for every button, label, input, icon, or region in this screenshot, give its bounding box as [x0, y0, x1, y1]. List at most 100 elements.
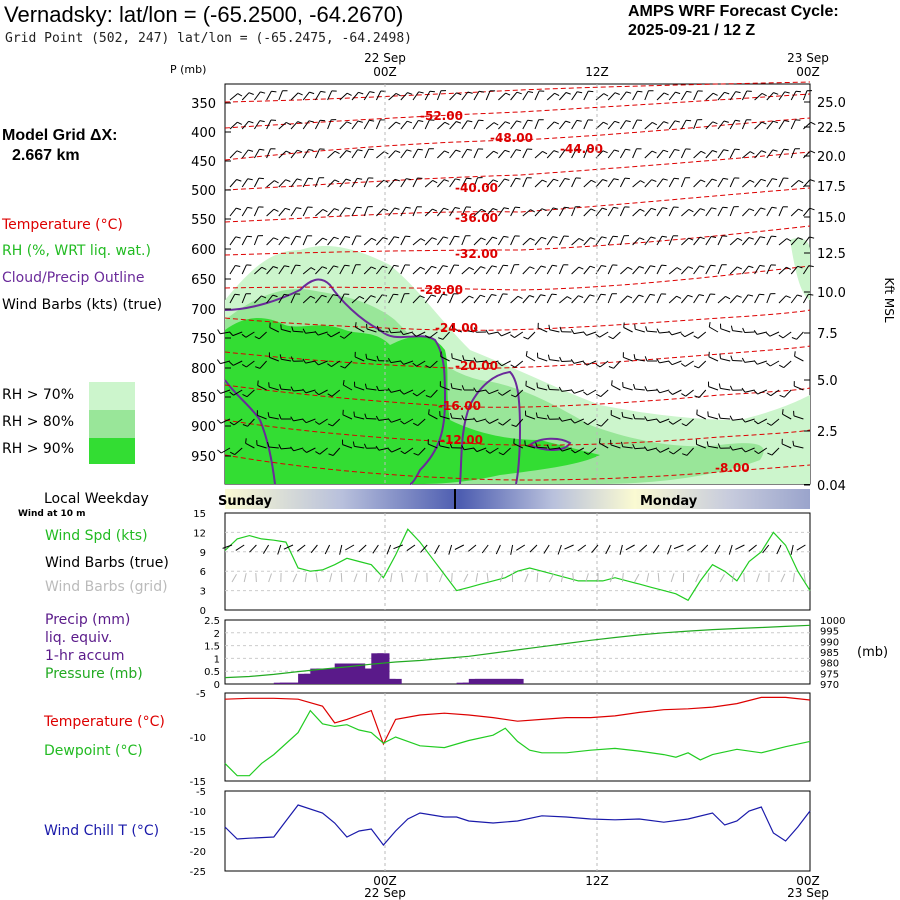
wind-barb-flag	[650, 265, 656, 268]
grid-wind-barb	[401, 573, 404, 583]
wind-barb-flag	[497, 392, 503, 396]
wind-barb-flag	[724, 91, 730, 95]
wind-barb-shaft	[473, 294, 481, 304]
wind-barb-shaft	[686, 447, 694, 456]
wind-barb-flag	[364, 383, 367, 389]
grid-wind-barb	[292, 573, 298, 583]
grid-wind-barb	[536, 572, 539, 583]
wind-barb-flag	[772, 178, 778, 181]
grid-wind-barb	[486, 573, 489, 583]
wind-barb-shaft	[314, 148, 321, 159]
wind-barb-shaft	[290, 178, 298, 188]
wind-barb-shaft	[696, 443, 706, 449]
wind-barb-shaft	[619, 235, 625, 246]
wind-barb-flag	[455, 178, 461, 181]
wind-barb-shaft	[583, 294, 591, 304]
surface-wind-barb	[748, 544, 757, 552]
wind-barb-flag	[387, 357, 392, 363]
wind-barb-shaft	[314, 119, 321, 130]
wind-barb-flag	[473, 357, 477, 363]
wind-barb-flag	[454, 207, 460, 209]
wind-barb-shaft	[331, 389, 341, 397]
wind-barb-shaft	[766, 92, 774, 101]
wind-barb-flag	[589, 265, 596, 269]
wind-barb-shaft	[266, 119, 272, 130]
wind-barb-flag	[412, 392, 418, 397]
wind-barb-flag	[399, 360, 404, 365]
wind-barb-flag	[322, 208, 328, 213]
surface-wind-barb	[372, 544, 379, 554]
wind-barb-flag	[693, 335, 699, 339]
wind-barb-shaft	[233, 418, 243, 426]
wind-barb-shaft	[412, 238, 422, 246]
wind-barb-flag	[558, 416, 563, 422]
wind-barb-flag	[674, 149, 680, 151]
wind-barb-shaft	[770, 418, 780, 426]
wind-barb-shaft	[400, 92, 408, 101]
wind-barb-flag	[370, 295, 376, 298]
wind-barb-flag	[729, 415, 733, 421]
wind-barb-shaft	[229, 265, 236, 275]
surface-wind-barb	[714, 544, 721, 554]
wind-barb-flag	[649, 293, 655, 296]
wind-barb-flag	[259, 120, 265, 123]
wind-barb-shaft	[558, 264, 564, 275]
grid-wind-barb	[803, 573, 806, 583]
wind-barb-flag	[707, 411, 709, 417]
wind-barb-flag	[737, 266, 743, 270]
surface-wind-barb	[516, 544, 526, 551]
wind-barb-shaft	[449, 236, 455, 246]
wind-barb-shaft	[257, 414, 267, 420]
wind-barb-shaft	[510, 149, 517, 159]
wind-barb-shaft	[559, 92, 567, 101]
wind-barb-flag	[492, 208, 498, 211]
wind-barb-flag	[529, 266, 535, 270]
wind-barb-flag	[473, 387, 477, 393]
wind-barb-flag	[314, 391, 320, 396]
wind-barb-flag	[248, 149, 254, 152]
wind-barb-shaft	[351, 149, 359, 159]
wind-barb-flag	[530, 209, 536, 213]
wind-barb-flag	[700, 179, 706, 183]
grid-wind-barb	[572, 572, 575, 583]
wind-barb-flag	[529, 237, 535, 241]
pressure-tick-label: 995	[820, 627, 839, 638]
wind-barb-shaft	[583, 119, 589, 130]
wind-barb-flag	[546, 444, 550, 450]
wind-barb-flag	[290, 356, 294, 362]
label-wind-barbs-true: Wind Barbs (true)	[45, 555, 169, 571]
wind-barb-flag	[644, 386, 648, 392]
wind-barb-shaft	[634, 388, 645, 391]
wind-barb-shaft	[428, 413, 438, 420]
wind-barb-shaft	[412, 206, 418, 217]
wind-barb-flag	[320, 90, 326, 93]
wind-barb-flag	[779, 394, 785, 398]
wind-barb-shaft	[796, 331, 804, 340]
wind-barb-shaft	[330, 331, 341, 338]
wind-barb-shaft	[698, 360, 707, 369]
wind-barb-flag	[753, 390, 759, 395]
wind-barb-shaft	[436, 90, 442, 101]
wind-barb-flag	[388, 327, 392, 333]
wind-barb-flag	[624, 177, 630, 180]
wind-barb-shaft	[672, 389, 682, 395]
wind-barb-shaft	[351, 206, 358, 217]
wind-barb-shaft	[339, 207, 346, 217]
precip-bar	[389, 678, 402, 684]
wind-barb-shaft	[574, 418, 585, 424]
weekday-bar: Sunday Monday	[218, 489, 810, 509]
wind-barb-flag	[237, 121, 243, 125]
surface-wind-barb	[448, 544, 453, 555]
wind-barb-shaft	[607, 120, 615, 130]
wind-barb-shaft	[388, 207, 396, 217]
wind-barb-shaft	[233, 389, 243, 396]
wind-barb-shaft	[266, 91, 272, 101]
wind-barb-shaft	[729, 177, 735, 188]
wind-barb-flag	[578, 295, 584, 298]
wind-barb-flag	[564, 178, 570, 180]
wind-barb-flag	[639, 237, 645, 241]
wind-barb-shaft	[351, 178, 358, 188]
height-tick-label: 25.0	[817, 96, 846, 111]
wind-barb-flag	[578, 266, 584, 270]
wind-barb-shaft	[424, 148, 430, 159]
